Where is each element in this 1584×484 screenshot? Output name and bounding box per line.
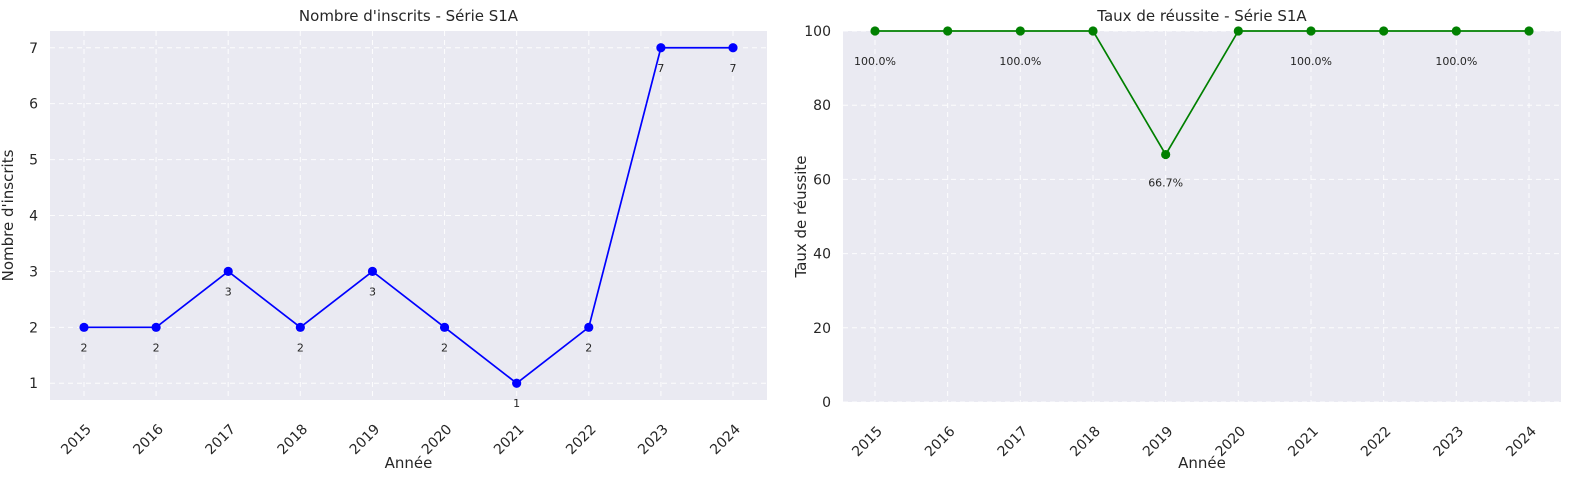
data-point [1524,26,1534,36]
x-tick-label: 2023 [1431,424,1468,461]
series-line [84,46,733,385]
y-tick-label: 4 [29,209,38,225]
x-tick-label: 2023 [635,422,672,459]
y-tick-label: 7 [29,41,38,57]
data-point [1088,26,1098,36]
data-point [1015,26,1025,36]
y-tick-label: 0 [822,395,831,411]
data-point [439,322,450,332]
data-point [656,43,666,53]
data-label: 100.0% [854,55,896,68]
x-tick-label: 2015 [58,422,95,459]
x-axis-title: Année [385,454,433,472]
data-point [223,266,233,277]
x-tick-label: 2016 [922,423,959,460]
data-point [943,26,953,36]
data-label: 100.0% [999,55,1041,68]
data-label: 1 [513,397,520,410]
x-tick-label: 2021 [1285,424,1322,461]
data-label: 2 [441,341,448,354]
x-axis-title: Année [1178,454,1226,472]
y-tick-label: 5 [29,153,38,169]
x-tick-label: 2018 [275,422,312,459]
data-label: 66.7% [1148,177,1183,190]
data-point [728,43,738,53]
data-point [1161,149,1171,160]
data-point [1233,26,1243,36]
y-axis-title: Taux de réussite [792,155,810,278]
data-label: 2 [585,341,592,354]
y-tick-label: 60 [813,172,831,188]
data-label: 2 [153,341,160,354]
y-tick-label: 3 [29,264,38,280]
data-label: 2 [81,341,88,354]
x-tick-label: 2021 [491,422,528,459]
data-point [1451,26,1461,36]
y-tick-label: 100 [804,24,831,40]
data-label: 7 [730,62,737,75]
data-label: 3 [369,285,376,298]
data-label: 100.0% [1435,55,1477,68]
chart-1: 1 2 3 4 5 6 7 2015 2016 2017 2018 2019 2020 2021 2022 2… [0,7,767,472]
x-tick-label: 2022 [1358,424,1395,461]
data-point [295,322,305,332]
data-point [1306,26,1316,36]
x-tick-label: 2024 [1503,423,1540,460]
y-tick-label: 6 [29,97,38,113]
data-point [870,26,880,36]
x-tick-label: 2024 [707,421,744,458]
chart-title: Nombre d'inscrits - Série S1A [299,7,519,25]
data-point [151,322,161,332]
x-tick-label: 2017 [203,422,240,459]
x-tick-label: 2019 [347,422,384,459]
data-point [1379,26,1389,36]
y-tick-label: 20 [813,321,831,337]
y-tick-label: 1 [29,376,38,392]
x-tick-label: 2020 [419,422,456,459]
data-point [512,378,522,388]
data-point [367,266,378,277]
x-tick-label: 2018 [1067,424,1104,461]
series-line [875,30,1529,157]
data-label: 3 [225,285,232,298]
y-tick-label: 2 [29,320,38,336]
y-tick-label: 40 [813,247,831,263]
x-tick-label: 2022 [563,422,600,459]
x-tick-label: 2016 [130,421,167,458]
data-label: 2 [297,341,304,354]
y-axis-title: Nombre d'inscrits [0,149,17,281]
data-label: 7 [657,62,664,75]
x-tick-label: 2019 [1140,424,1177,461]
data-point [79,322,89,332]
y-tick-label: 80 [813,98,831,114]
plot-area [843,31,1561,402]
chart-title: Taux de réussite - Série S1A [1096,7,1307,25]
data-point [584,322,594,332]
x-tick-label: 2015 [849,424,886,461]
x-tick-label: 2017 [995,424,1032,461]
data-label: 100.0% [1290,55,1332,68]
